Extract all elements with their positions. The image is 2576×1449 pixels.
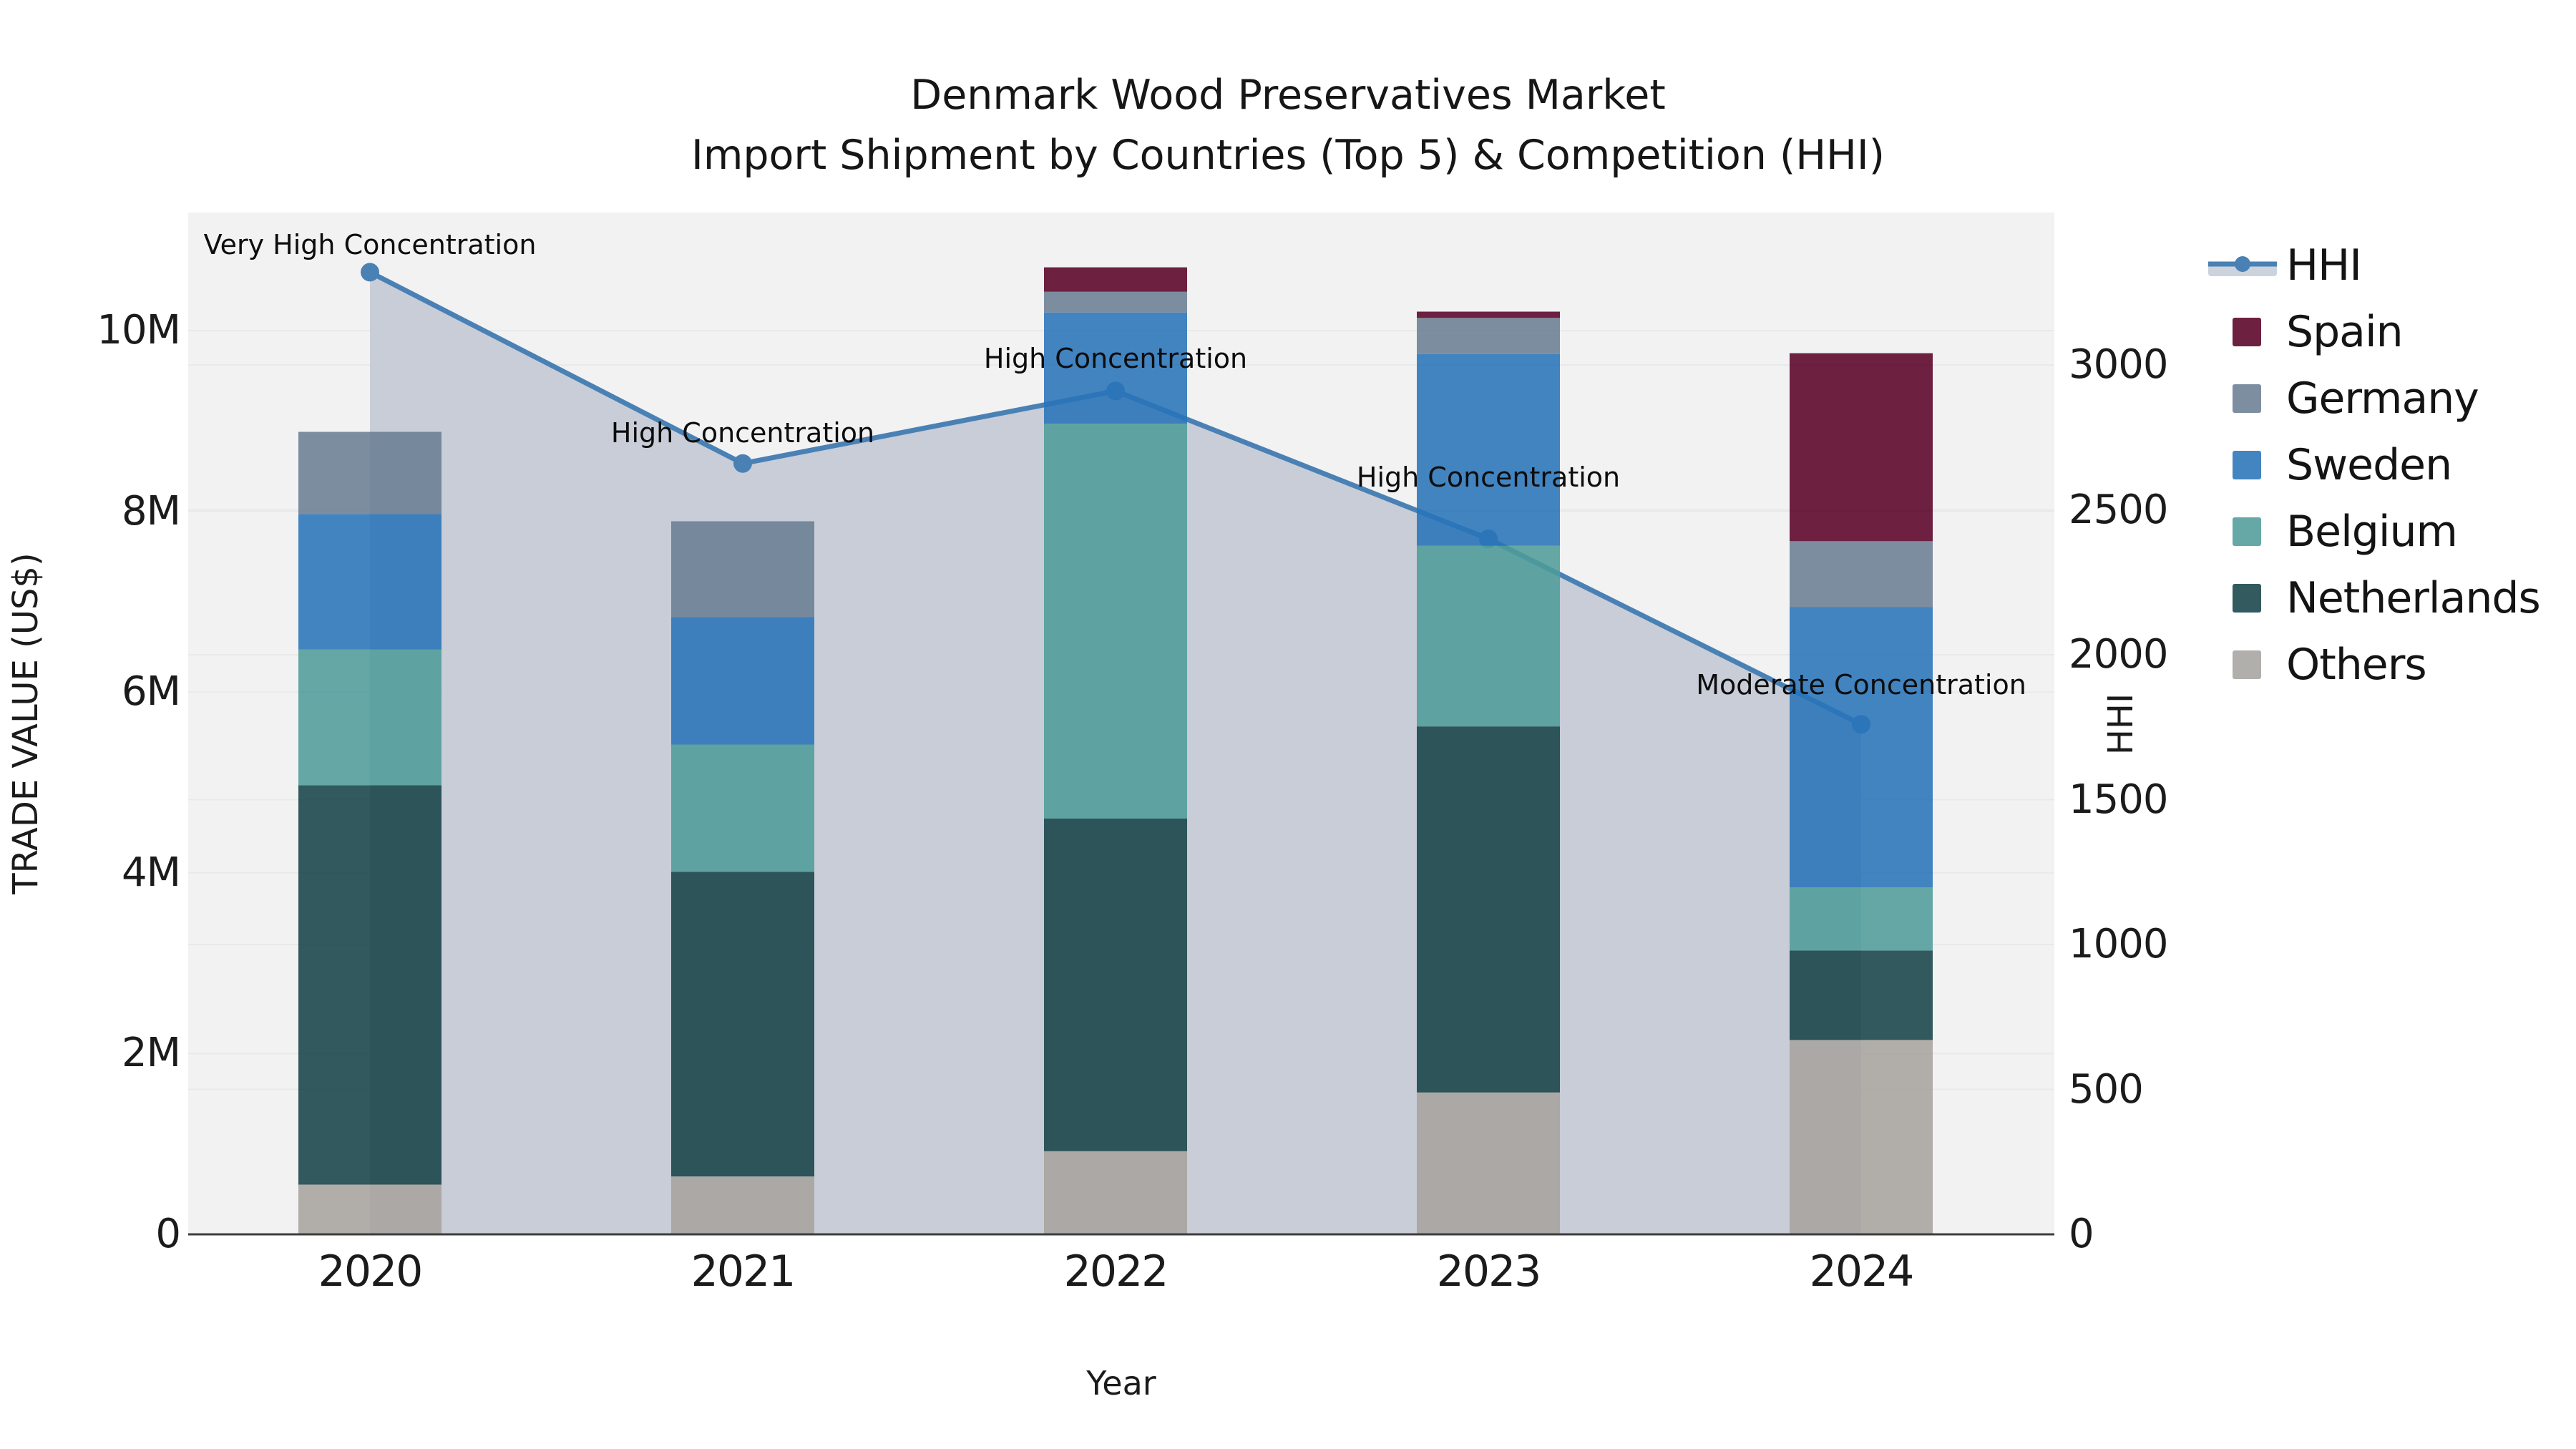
ytick-right-2500: 2500 bbox=[2069, 486, 2169, 533]
legend-item-others: Others bbox=[2207, 640, 2427, 690]
bar-2022-sweden bbox=[1044, 312, 1187, 424]
ytick-left-4M: 4M bbox=[122, 849, 181, 896]
bar-2023-sweden bbox=[1417, 353, 1560, 546]
netherlands-swatch-icon bbox=[2207, 575, 2286, 622]
annotation-2024: Moderate Concentration bbox=[1696, 669, 2026, 701]
belgium-swatch-icon bbox=[2207, 508, 2286, 555]
ytick-left-8M: 8M bbox=[122, 487, 181, 535]
bar-2020-others bbox=[298, 1184, 441, 1234]
legend-item-netherlands: Netherlands bbox=[2207, 573, 2541, 623]
legend-item-hhi: HHI bbox=[2207, 240, 2362, 291]
xtick-2021: 2021 bbox=[691, 1246, 796, 1297]
netherlands-color-swatch bbox=[2233, 584, 2261, 613]
bar-2023-belgium bbox=[1417, 545, 1560, 727]
bar-2021-others bbox=[671, 1176, 814, 1234]
hhi-marker-2020 bbox=[361, 263, 379, 282]
ytick-left-10M: 10M bbox=[97, 307, 181, 353]
sweden-color-swatch bbox=[2233, 451, 2261, 479]
legend-item-spain: Spain bbox=[2207, 307, 2404, 357]
ytick-right-0: 0 bbox=[2069, 1211, 2094, 1257]
legend-label-others: Others bbox=[2286, 640, 2427, 690]
bar-2023-netherlands bbox=[1417, 726, 1560, 1093]
bar-2020-sweden bbox=[298, 514, 441, 650]
bar-2022-others bbox=[1044, 1151, 1187, 1234]
bar-2024-germany bbox=[1790, 541, 1933, 608]
chart-title-line1: Denmark Wood Preservatives Market bbox=[910, 72, 1666, 119]
bar-2024-sweden bbox=[1790, 607, 1933, 887]
legend-label-sweden: Sweden bbox=[2286, 440, 2452, 490]
belgium-color-swatch bbox=[2233, 517, 2261, 546]
bar-2020-germany bbox=[298, 431, 441, 514]
ytick-right-1500: 1500 bbox=[2069, 776, 2169, 823]
annotation-2023: High Concentration bbox=[1356, 462, 1621, 493]
ytick-left-0: 0 bbox=[155, 1211, 181, 1257]
bar-2023-germany bbox=[1417, 318, 1560, 354]
ytick-right-1000: 1000 bbox=[2069, 921, 2169, 967]
xtick-2022: 2022 bbox=[1063, 1246, 1169, 1297]
bar-2024-others bbox=[1790, 1040, 1933, 1234]
others-color-swatch bbox=[2233, 650, 2261, 679]
ytick-right-2000: 2000 bbox=[2069, 631, 2169, 678]
bar-2021-sweden bbox=[671, 617, 814, 745]
x-axis-label: Year bbox=[1086, 1364, 1156, 1402]
xtick-2023: 2023 bbox=[1436, 1246, 1542, 1297]
spain-color-swatch bbox=[2233, 318, 2261, 346]
ytick-right-500: 500 bbox=[2069, 1065, 2144, 1113]
bars bbox=[298, 267, 1933, 1234]
germany-color-swatch bbox=[2233, 384, 2261, 413]
bar-2021-belgium bbox=[671, 744, 814, 872]
chart-title-line2: Import Shipment by Countries (Top 5) & C… bbox=[691, 132, 1885, 179]
others-swatch-icon bbox=[2207, 641, 2286, 688]
bar-2024-netherlands bbox=[1790, 950, 1933, 1040]
legend-item-germany: Germany bbox=[2207, 375, 2479, 422]
annotation-2020: Very High Concentration bbox=[203, 229, 537, 261]
bar-2020-belgium bbox=[298, 649, 441, 786]
ytick-right-3000: 3000 bbox=[2069, 341, 2169, 388]
ytick-left-2M: 2M bbox=[122, 1030, 181, 1077]
hhi-line-legend-glyph bbox=[2208, 256, 2277, 276]
annotation-2021: High Concentration bbox=[610, 416, 875, 449]
xtick-2024: 2024 bbox=[1809, 1246, 1915, 1297]
legend-item-belgium: Belgium bbox=[2207, 507, 2458, 557]
legend-label-netherlands: Netherlands bbox=[2286, 573, 2541, 623]
bar-2023-spain bbox=[1417, 311, 1560, 318]
bar-2024-spain bbox=[1790, 353, 1933, 542]
bar-2022-spain bbox=[1044, 267, 1187, 292]
bar-2023-others bbox=[1417, 1092, 1560, 1234]
bar-2022-netherlands bbox=[1044, 819, 1187, 1151]
annotation-2022: High Concentration bbox=[983, 343, 1248, 375]
bar-2024-belgium bbox=[1790, 887, 1933, 951]
hhi-marker-2021 bbox=[733, 454, 752, 473]
spain-swatch-icon bbox=[2207, 308, 2286, 356]
sweden-swatch-icon bbox=[2207, 441, 2286, 489]
bar-2020-netherlands bbox=[298, 785, 441, 1185]
legend-label-belgium: Belgium bbox=[2286, 507, 2458, 557]
germany-swatch-icon bbox=[2207, 375, 2286, 422]
bar-2021-netherlands bbox=[671, 872, 814, 1177]
bar-2022-germany bbox=[1044, 291, 1187, 313]
legend-label-spain: Spain bbox=[2286, 307, 2404, 357]
hhi-line-legend-icon bbox=[2207, 242, 2286, 289]
ytick-left-6M: 6M bbox=[122, 668, 181, 716]
bar-2022-belgium bbox=[1044, 424, 1187, 819]
xtick-2020: 2020 bbox=[318, 1246, 424, 1297]
legend-label-hhi: HHI bbox=[2286, 240, 2362, 291]
legend-item-sweden: Sweden bbox=[2207, 440, 2452, 490]
legend-label-germany: Germany bbox=[2286, 374, 2479, 424]
y-axis-label-left: TRADE VALUE (US$) bbox=[6, 552, 46, 894]
bar-2021-germany bbox=[671, 521, 814, 618]
